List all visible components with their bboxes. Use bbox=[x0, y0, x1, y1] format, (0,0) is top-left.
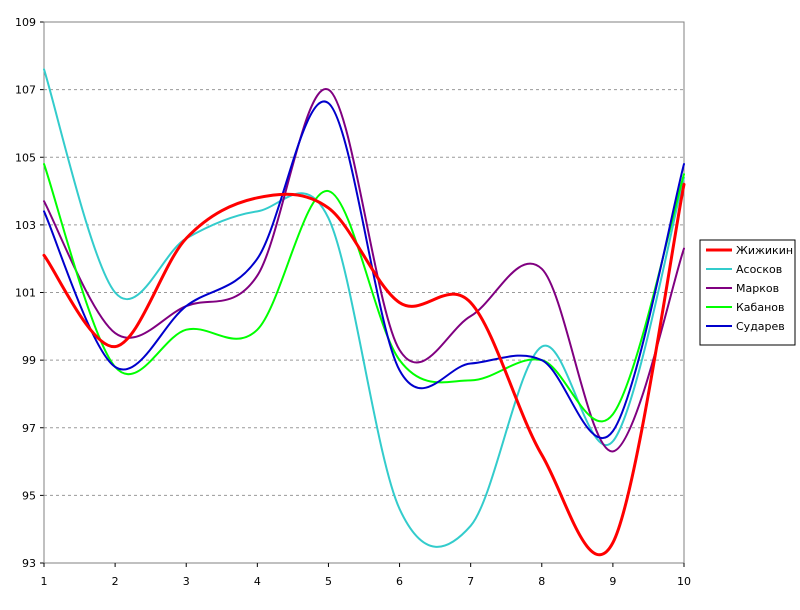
legend bbox=[699, 239, 796, 346]
legend-label: Сударев bbox=[736, 320, 785, 333]
x-tick-label: 2 bbox=[112, 575, 119, 588]
y-tick-label: 99 bbox=[22, 354, 36, 367]
x-tick-label: 7 bbox=[467, 575, 474, 588]
legend-label: Жижикин bbox=[736, 244, 793, 257]
x-tick-label: 4 bbox=[254, 575, 261, 588]
y-tick-label: 93 bbox=[22, 557, 36, 570]
x-tick-label: 9 bbox=[609, 575, 616, 588]
x-tick-label: 5 bbox=[325, 575, 332, 588]
y-tick-label: 103 bbox=[15, 219, 36, 232]
x-tick-label: 6 bbox=[396, 575, 403, 588]
legend-label: Асосков bbox=[736, 263, 782, 276]
series-line-3 bbox=[43, 88, 685, 453]
plot-border bbox=[43, 21, 685, 564]
legend-label: Кабанов bbox=[736, 301, 784, 314]
y-tick-label: 101 bbox=[15, 287, 36, 300]
y-tick-label: 97 bbox=[22, 422, 36, 435]
y-tick-label: 105 bbox=[15, 151, 36, 164]
series-line-5 bbox=[43, 100, 685, 440]
legend-label: Марков bbox=[736, 282, 779, 295]
y-tick-label: 109 bbox=[15, 16, 36, 29]
x-tick-label: 1 bbox=[41, 575, 48, 588]
x-tick-label: 10 bbox=[677, 575, 691, 588]
y-tick-label: 107 bbox=[15, 84, 36, 97]
y-tick-label: 95 bbox=[22, 489, 36, 502]
x-tick-label: 3 bbox=[183, 575, 190, 588]
x-tick-label: 8 bbox=[538, 575, 545, 588]
series-line-1 bbox=[42, 182, 686, 557]
